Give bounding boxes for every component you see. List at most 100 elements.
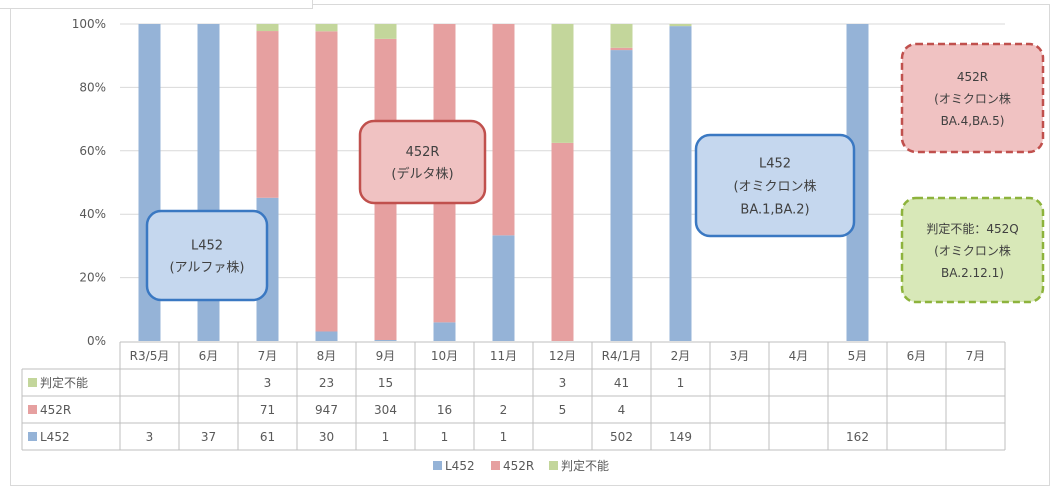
table-cell: 30: [319, 430, 334, 444]
annotation-text: (オミクロン株: [934, 91, 1011, 106]
category-label: 10月: [431, 349, 458, 363]
table-cell: 37: [201, 430, 216, 444]
annotation-text: 452R: [406, 145, 440, 160]
table-cell: 1: [677, 376, 685, 390]
bar-segment: [315, 24, 338, 32]
legend-label: L452: [445, 459, 475, 473]
table-cell: 3: [559, 376, 567, 390]
table-cell: 5: [559, 403, 567, 417]
category-label: 5月: [848, 349, 868, 363]
annotation-text: (オミクロン株: [934, 243, 1011, 258]
table-cell: 3: [264, 376, 272, 390]
y-tick-label: 100%: [72, 17, 106, 31]
bar-segment: [610, 50, 633, 341]
bar-segment: [374, 24, 397, 39]
annotation-box: [145, 209, 269, 302]
bar-segment: [256, 31, 279, 198]
y-tick-label: 80%: [79, 80, 106, 94]
annotation-text: 452R: [957, 70, 988, 84]
y-tick-label: 20%: [79, 271, 106, 285]
category-label: 11月: [490, 349, 517, 363]
annotation-text: (デルタ株): [391, 166, 453, 182]
annotation-delta: 452R (デルタ株): [358, 119, 487, 205]
annotation-text: (オミクロン株: [733, 180, 816, 195]
category-label: 3月: [730, 349, 750, 363]
category-label: 2月: [671, 349, 691, 363]
annotation-undetermined: 判定不能：452Q (オミクロン株 BA.2.12.1): [900, 196, 1045, 304]
legend-label: 判定不能: [561, 458, 609, 473]
table-cell: 41: [614, 376, 629, 390]
annotation-box: [358, 119, 487, 205]
annotation-box: [694, 133, 856, 238]
bar-segment: [315, 331, 338, 341]
annotations: L452 (アルファ株) 452R (デルタ株) L452 (オミクロン株 BA.1,BA.…: [145, 42, 1045, 304]
bar-segment: [551, 142, 574, 341]
annotation-alpha: L452 (アルファ株): [145, 209, 269, 302]
annotation-box: [900, 42, 1045, 154]
row-label: L452: [40, 430, 70, 444]
legend-label: 452R: [503, 459, 534, 473]
legend-key: [491, 461, 500, 470]
category-label: 12月: [549, 349, 576, 363]
row-legend-key: [28, 378, 37, 387]
category-label: 6月: [199, 349, 219, 363]
y-tick-label: 40%: [79, 207, 106, 221]
bar-segment: [256, 24, 279, 32]
category-label: R4/1月: [602, 349, 642, 363]
table-cell: 304: [374, 403, 397, 417]
table-cell: 23: [319, 376, 334, 390]
table-cell: 1: [500, 430, 508, 444]
annotation-text: L452: [191, 238, 223, 253]
bar-segment: [374, 340, 397, 341]
annotation-omicron12: L452 (オミクロン株 BA.1,BA.2): [694, 133, 856, 238]
annotation-box: [900, 196, 1045, 304]
table-cell: 1: [382, 430, 390, 444]
y-tick-label: 60%: [79, 144, 106, 158]
category-label: 9月: [376, 349, 396, 363]
table-cell: 15: [378, 376, 393, 390]
category-label: 4月: [789, 349, 809, 363]
y-tick-label: 0%: [87, 334, 106, 348]
bar-segment: [846, 24, 869, 341]
annotation-text: 判定不能：452Q: [926, 221, 1018, 236]
table-cell: 4: [618, 403, 626, 417]
category-label: 8月: [317, 349, 337, 363]
top-strip: [0, 0, 313, 9]
category-label: 7月: [966, 349, 986, 363]
legend-key: [549, 461, 558, 470]
bar-segment: [551, 24, 574, 143]
bar-segment: [610, 24, 633, 48]
row-label: 判定不能: [40, 375, 88, 390]
category-label: 6月: [907, 349, 927, 363]
annotation-text: L452: [759, 157, 791, 172]
bar-segment: [492, 235, 515, 341]
table-cell: 71: [260, 403, 275, 417]
legend-key: [433, 461, 442, 470]
annotation-text: (アルファ株): [169, 260, 244, 275]
annotation-text: BA.4,BA.5): [941, 114, 1005, 128]
table-cell: 162: [846, 430, 869, 444]
table-cell: 16: [437, 403, 452, 417]
annotation-text: BA.1,BA.2): [740, 203, 809, 218]
bar-segment: [492, 24, 515, 236]
row-label: 452R: [40, 403, 71, 417]
data-table: R3/5月 6月 7月 8月 9月 10月 11月 12月 R4/1月 2月 3月 4月 5月 6月 7月判…: [21, 341, 1006, 451]
bar-segment: [433, 322, 456, 341]
table-cell: 61: [260, 430, 275, 444]
table-cell: 1: [441, 430, 449, 444]
row-legend-key: [28, 405, 37, 414]
table-cell: 2: [500, 403, 508, 417]
annotation-omicron45: 452R (オミクロン株 BA.4,BA.5): [900, 42, 1045, 154]
category-label: 7月: [258, 349, 278, 363]
bar-segment: [669, 26, 692, 341]
table-cell: 149: [669, 430, 692, 444]
table-cell: 947: [315, 403, 338, 417]
bar-segment: [315, 31, 338, 332]
bar-segment: [669, 24, 692, 27]
bar-segment: [610, 47, 633, 51]
row-legend-key: [28, 432, 37, 441]
annotation-text: BA.2.12.1): [941, 266, 1004, 280]
table-cell: 3: [146, 430, 154, 444]
y-axis: 0% 20% 40% 60% 80% 100%: [72, 17, 106, 348]
